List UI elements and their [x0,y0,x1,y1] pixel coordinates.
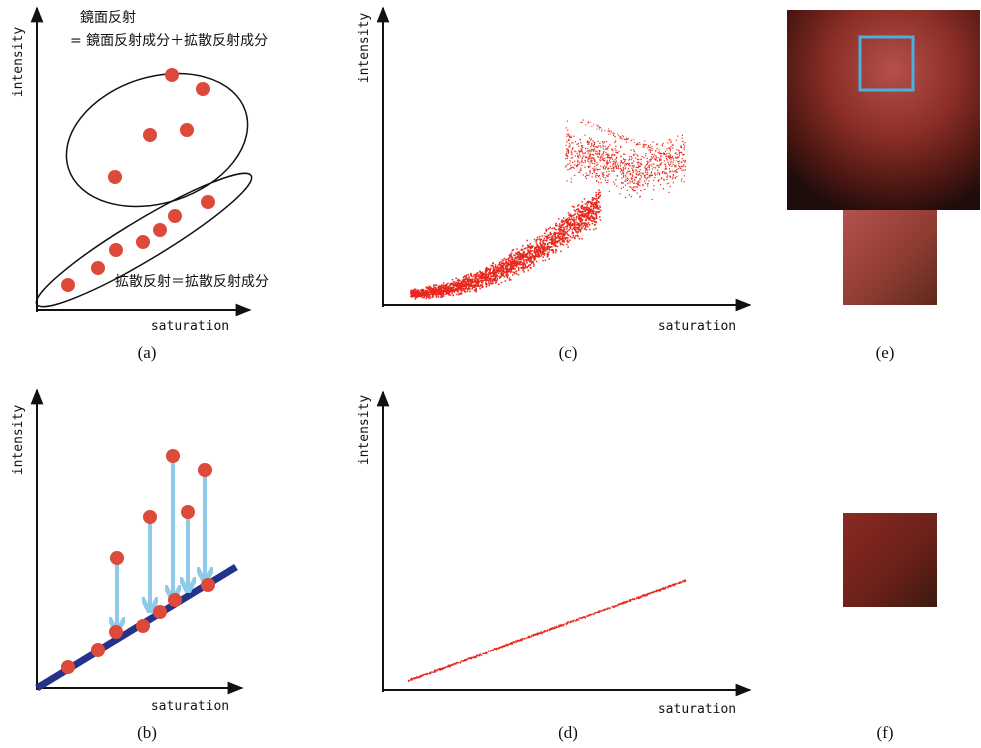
y-label: intensity [357,13,372,84]
caption: (c) [559,343,578,362]
caption: (a) [138,343,157,362]
figure: 鏡面反射 = 鏡面反射成分＋拡散反射成分 拡散反射＝拡散反射成分 intensi… [0,0,981,748]
annotation: 鏡面反射 [80,10,136,26]
y-label: intensity [357,395,372,466]
caption: (f) [877,723,894,742]
x-label: saturation [658,702,736,717]
caption: (e) [876,343,895,362]
y-label: intensity [11,27,26,98]
diffuse-image [843,513,937,607]
apple-photo [787,10,980,210]
crop-image [843,210,937,305]
x-label: saturation [151,699,229,714]
x-label: saturation [151,319,229,334]
points-b [61,449,215,674]
points-a [61,68,215,292]
scatter-cloud [410,119,686,299]
annotation: 拡散反射＝拡散反射成分 [115,274,269,290]
annotation: = 鏡面反射成分＋拡散反射成分 [70,33,268,49]
scatter-line [408,580,686,682]
x-label: saturation [658,319,736,334]
y-label: intensity [11,405,26,476]
caption: (d) [558,723,578,742]
projection-arrows [117,458,205,630]
caption: (b) [137,723,157,742]
